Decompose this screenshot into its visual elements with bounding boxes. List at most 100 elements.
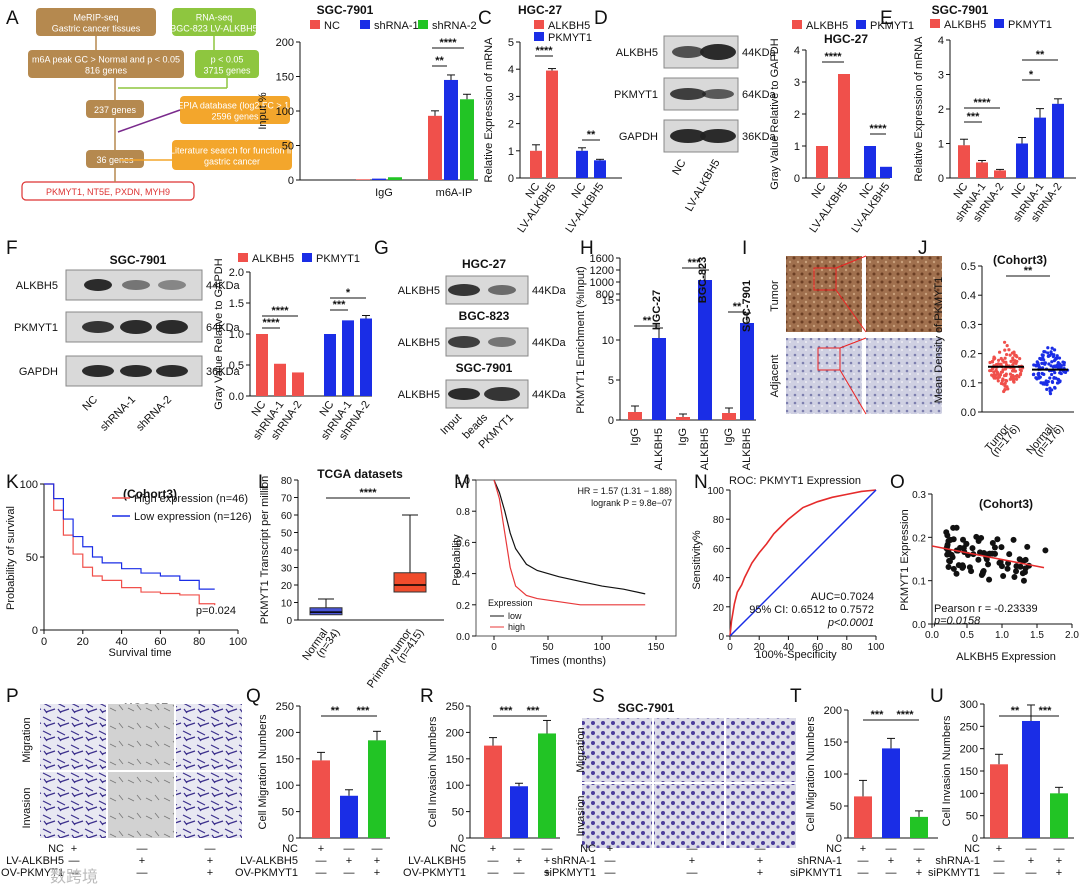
s-row-label: Migration [575,727,587,772]
u-cond-sign: — [994,867,1005,879]
m-y-tick-label: 0.8 [456,507,470,518]
d-blot-0-band [700,44,736,60]
r-cond-label: OV-PKMYT1 [403,867,466,879]
j-point-0 [1002,373,1007,378]
o-point [960,536,967,543]
p-cond-label: OV-PKMYT1 [1,867,64,879]
f-bar-3 [324,334,336,396]
h-group-label: HGC-27 [651,290,663,330]
s-cond-sign: + [757,855,763,867]
panel-letter-r: R [420,686,434,707]
f-blot-1-band [156,320,188,334]
j-point-0 [1010,369,1015,373]
f-y-tick-label: 1.5 [229,298,244,310]
d-legend-label: PKMYT1 [870,20,914,32]
o-point [955,562,962,569]
t-sig-label: **** [896,709,914,721]
j-title: (Cohort3) [993,253,1047,267]
o-pearson: Pearson r = -0.23339 [934,603,1038,615]
h-x-label: IgG [629,428,641,446]
j-point-1 [1056,378,1060,382]
o-x-tick-label: 0.0 [925,630,939,641]
f-blot-label: PKMYT1 [14,322,58,334]
j-point-1 [1057,356,1062,360]
l-sig-label: **** [359,487,377,499]
t-y-tick-label: 150 [824,737,842,749]
d-bar-0 [816,146,828,178]
r-sig-label: *** [500,705,514,717]
u-cond-sign: — [1026,843,1037,855]
n-ci: 95% CI: 0.6512 to 0.7572 [749,604,874,616]
k-ylabel: Probability of survival [5,506,17,610]
o-title: (Cohort3) [979,497,1033,511]
j-point-1 [1053,371,1057,375]
b-bar-1-1 [444,79,458,180]
j-point-1 [1050,388,1054,392]
e-bar-5 [1052,103,1064,178]
m-x-tick-label: 50 [542,642,554,653]
h-x-label: IgG [677,428,689,446]
u-y-tick-label: 100 [960,788,978,800]
e-sig-label: *** [967,111,981,123]
q-sig-label: ** [331,705,340,717]
j-point-1 [1047,362,1051,366]
d-bar-1 [838,74,850,178]
h-sig-label: *** [688,257,702,269]
q-cond-sign: — [316,855,327,867]
q-cond-sign: — [372,843,383,855]
b-bar-1-0 [372,178,386,180]
m-xlabel: Times (months) [530,655,606,667]
f-blot-2-band [156,365,188,377]
g-blot-2-band [484,387,520,401]
p-cond-sign: + [207,855,213,867]
j-point-0 [994,368,998,372]
g-kda-label: 44KDa [532,285,567,297]
f-kda-label: 44KDa [206,280,241,292]
f-legend-swatch [238,253,248,262]
f-blot-2-band [120,365,152,377]
c-sig-label: ** [587,129,596,141]
S-title: SGC-7901 [618,701,675,715]
m-logrank: logrank P = 9.8e−07 [591,498,672,508]
m-legend-label: high [508,622,525,632]
l-y-tick-label: 40 [281,546,293,557]
o-point [953,524,960,531]
l-y-tick-label: 80 [281,476,293,487]
t-cond-sign: — [886,867,897,879]
j-point-1 [1046,351,1050,355]
j-y-tick-label: 0.1 [961,378,976,390]
j-point-0 [995,362,999,367]
d-ylabel: Gray Value Relative to GAPDH [769,38,781,189]
r-bar-0 [484,745,502,838]
d-kda-label: 64KDa [742,89,777,101]
j-point-0 [1012,377,1016,381]
a-box-merip-text: Gastric cancer tissues [52,24,141,34]
o-fit-line [931,545,1045,569]
r-cond-sign: — [488,867,499,879]
o-point [986,576,993,583]
p-row-label: Invasion [21,788,33,829]
q-cond-sign: + [346,855,352,867]
o-point [1010,536,1017,543]
s-image-0-0 [582,718,652,782]
j-point-0 [1017,375,1021,379]
f-blot-0-band [84,279,112,291]
b-legend-swatch [360,20,370,29]
a-box-m6a-peak [28,50,184,78]
k-series-low [44,483,215,590]
j-point-0 [996,358,1001,362]
r-y-tick-label: 100 [446,780,464,792]
j-point-0 [1000,379,1004,383]
d-y-tick-label: 2 [794,109,800,121]
f-bar-0 [256,334,268,396]
d-legend-label: ALKBH5 [806,20,848,32]
m-legend-title: Expression [488,598,533,608]
q-y-tick-label: 50 [282,807,294,819]
c-bar-3 [594,160,606,178]
m-series-low [493,479,646,595]
a-box-literature-text: Literature search for function in [170,146,294,156]
k-series-high [44,483,216,606]
k-pval: p=0.024 [196,605,236,617]
q-cond-sign: — [316,867,327,879]
e-bar-0 [958,145,970,178]
